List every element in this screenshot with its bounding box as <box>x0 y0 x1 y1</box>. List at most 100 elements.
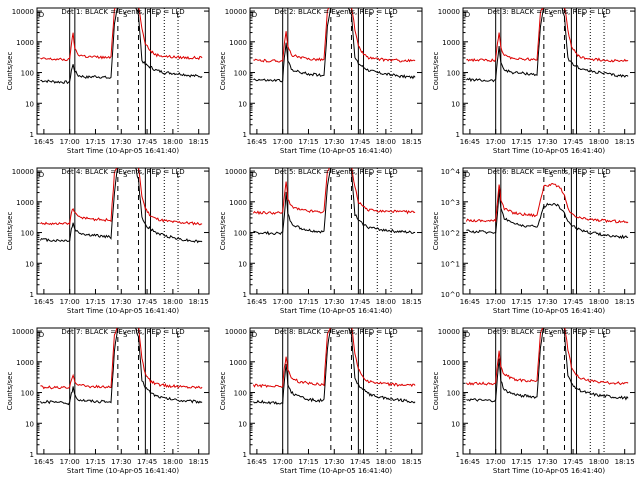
x-tick-label: 17:30 <box>537 138 557 146</box>
x-tick-label: 17:00 <box>60 298 80 306</box>
marker-label-s: S <box>123 11 128 19</box>
x-tick-label: 18:15 <box>615 138 635 146</box>
panel-title: Det 6: BLACK = Events, RED = LLD <box>487 168 610 176</box>
series-line-events <box>40 8 203 85</box>
series-line-events <box>253 328 416 405</box>
marker-label-l: L <box>176 171 180 179</box>
plot-frame <box>462 7 636 135</box>
panel-title: Det 7: BLACK = Events, RED = LLD <box>61 328 184 336</box>
panel-title: Det 8: BLACK = Events, RED = LLD <box>274 328 397 336</box>
y-axis-label: Counts/sec <box>219 52 227 91</box>
y-axis-label: Counts/sec <box>432 52 440 91</box>
y-tick-label: 100 <box>21 390 34 398</box>
y-tick-label: 100 <box>21 70 34 78</box>
series-line-events <box>253 8 416 83</box>
y-tick-label: 100 <box>447 390 460 398</box>
marker-label-d: D <box>465 11 470 19</box>
marker-label-l: L <box>389 331 393 339</box>
y-tick-label: 10000 <box>12 8 34 16</box>
x-axis-label: Start Time (10-Apr-05 16:41:40) <box>67 307 179 315</box>
marker-label-d: D <box>39 331 44 339</box>
marker-label-l: L <box>176 11 180 19</box>
series-line-events <box>253 168 416 236</box>
panel-det-4: D S F L 1 10 100 1000 10000 16:45 17:00 17:15 17:30 1… <box>6 167 210 315</box>
series-line-events <box>466 8 629 83</box>
y-axis-label: Counts/sec <box>432 212 440 251</box>
panel-title: Det 5: BLACK = Events, RED = LLD <box>274 168 397 176</box>
y-tick-label: 1000 <box>442 359 460 367</box>
marker-label-l: L <box>176 331 180 339</box>
panel-title: Det 4: BLACK = Events, RED = LLD <box>61 168 184 176</box>
y-tick-label: 10 <box>25 100 34 108</box>
x-tick-label: 16:45 <box>34 298 54 306</box>
marker-label-l: L <box>602 171 606 179</box>
series-line-lld <box>466 8 629 63</box>
x-tick-label: 17:30 <box>111 458 131 466</box>
x-axis-label: Start Time (10-Apr-05 16:41:40) <box>493 147 605 155</box>
x-tick-label: 16:45 <box>34 138 54 146</box>
y-tick-label: 1 <box>456 451 460 459</box>
marker-label-d: D <box>465 331 470 339</box>
marker-label-d: D <box>252 171 257 179</box>
marker-label-d: D <box>252 11 257 19</box>
series-line-lld <box>252 328 416 389</box>
y-tick-label: 10 <box>451 100 460 108</box>
x-tick-label: 18:15 <box>615 298 635 306</box>
x-tick-label: 18:00 <box>376 298 396 306</box>
y-tick-label: 1 <box>243 291 247 299</box>
x-tick-label: 17:45 <box>563 138 583 146</box>
marker-label-d: D <box>39 11 44 19</box>
x-tick-label: 16:45 <box>247 298 267 306</box>
x-tick-label: 16:45 <box>460 138 480 146</box>
x-tick-label: 17:15 <box>298 298 318 306</box>
x-tick-label: 18:15 <box>189 458 209 466</box>
x-tick-label: 17:00 <box>60 138 80 146</box>
y-axis-label: Counts/sec <box>6 52 14 91</box>
x-tick-label: 18:00 <box>163 298 183 306</box>
plot-frame <box>249 167 423 295</box>
x-tick-label: 17:00 <box>273 458 293 466</box>
y-tick-label: 1 <box>30 291 34 299</box>
x-tick-label: 18:15 <box>189 138 209 146</box>
y-axis-label: Counts/sec <box>6 372 14 411</box>
x-tick-label: 18:00 <box>163 458 183 466</box>
y-tick-label: 1 <box>243 451 247 459</box>
x-tick-label: 17:45 <box>563 458 583 466</box>
y-tick-label: 10^1 <box>441 260 460 268</box>
marker-label-f: F <box>582 331 586 339</box>
x-tick-label: 17:45 <box>137 138 157 146</box>
y-tick-label: 10 <box>25 420 34 428</box>
marker-label-f: F <box>156 171 160 179</box>
marker-label-d: D <box>465 171 470 179</box>
panel-det-3: D S F L 1 10 100 1000 10000 16:45 17:00 17:15 17:30 1… <box>432 7 636 155</box>
y-tick-label: 1000 <box>229 39 247 47</box>
series-line-lld <box>465 182 629 224</box>
x-tick-label: 17:45 <box>137 458 157 466</box>
x-tick-label: 18:15 <box>402 298 422 306</box>
x-tick-label: 17:15 <box>511 298 531 306</box>
y-tick-label: 1000 <box>16 359 34 367</box>
y-tick-label: 10000 <box>225 168 247 176</box>
x-tick-label: 17:45 <box>563 298 583 306</box>
x-tick-label: 17:00 <box>486 298 506 306</box>
x-tick-label: 17:45 <box>350 138 370 146</box>
panel-det-5: D S F L 1 10 100 1000 10000 16:45 17:00 17:15 17:30 1… <box>219 167 423 315</box>
series-line-lld <box>40 8 203 62</box>
y-tick-label: 1000 <box>16 199 34 207</box>
marker-label-l: L <box>389 11 393 19</box>
y-axis-label: Counts/sec <box>219 372 227 411</box>
x-axis-label: Start Time (10-Apr-05 16:41:40) <box>493 467 605 475</box>
marker-label-s: S <box>336 171 341 179</box>
panel-det-8: D S F L 1 10 100 1000 10000 16:45 17:00 17:15 17:30 1… <box>219 327 423 475</box>
x-tick-label: 16:45 <box>460 458 480 466</box>
series-line-lld <box>465 328 629 386</box>
x-tick-label: 18:00 <box>163 138 183 146</box>
y-axis-label: Counts/sec <box>6 212 14 251</box>
x-tick-label: 17:15 <box>85 298 105 306</box>
x-tick-label: 17:15 <box>511 138 531 146</box>
x-tick-label: 16:45 <box>247 458 267 466</box>
x-axis-label: Start Time (10-Apr-05 16:41:40) <box>493 307 605 315</box>
y-tick-label: 100 <box>234 390 247 398</box>
y-axis-label: Counts/sec <box>432 372 440 411</box>
